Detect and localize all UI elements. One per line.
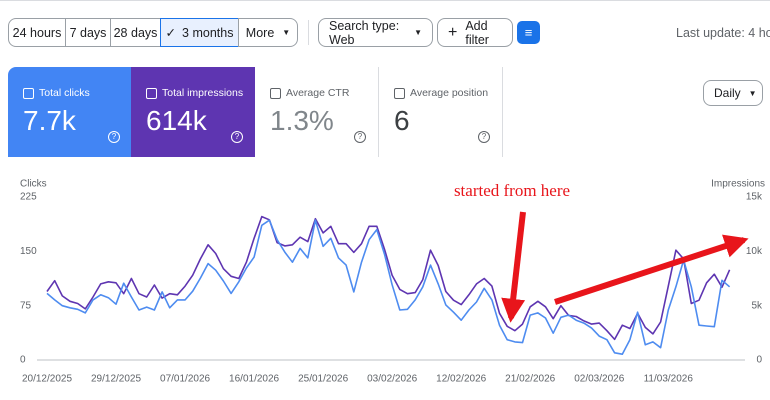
more-label: More	[245, 25, 275, 40]
caret: ▼	[414, 28, 422, 37]
arrow	[554, 234, 749, 305]
metric-label: Total impressions	[162, 87, 244, 99]
caret: ▼	[748, 88, 757, 98]
y2-tick-label: 0	[756, 355, 762, 366]
metric-label: Average position	[410, 87, 489, 99]
add-filter[interactable]: + Add filter	[437, 18, 513, 47]
add-filter-label: Add filter	[465, 18, 489, 47]
range-button-selected[interactable]: ✓ 3 months	[160, 18, 239, 47]
help-icon: ?	[231, 131, 243, 143]
plot: 0 75 150 225 0 5k 10k 15k 20/12/2025 29/12/2025 07…	[20, 192, 763, 385]
x-tick-label: 02/03/2026	[574, 374, 624, 385]
x-tick-label: 16/01/2026	[229, 374, 279, 385]
y2-tick-label: 15k	[746, 192, 763, 203]
metric-value: 7.7k	[23, 105, 76, 136]
help-icon: ?	[354, 131, 366, 143]
caret: ▼	[282, 28, 291, 37]
y2-axis-title: Impressions	[711, 179, 765, 190]
y-tick-label: 0	[20, 355, 26, 366]
series-line	[46, 219, 731, 355]
x-tick-label: 07/01/2026	[160, 374, 210, 385]
y-axis-title: Clicks	[20, 179, 47, 190]
check-icon: ✓	[165, 26, 177, 40]
checkbox	[394, 87, 405, 99]
separator	[308, 20, 309, 45]
arrow	[501, 211, 526, 323]
granularity[interactable]: Daily ▼	[703, 80, 763, 106]
filter-icon[interactable]: ≡	[517, 21, 540, 44]
x-tick-label: 12/02/2026	[436, 374, 486, 385]
annotation: started from here	[454, 181, 570, 200]
x-tick-label: 03/02/2026	[367, 374, 417, 385]
metric-card[interactable]: Total clicks 7.7k?	[8, 67, 132, 157]
help-icon: ?	[478, 131, 490, 143]
y2-tick-label: 10k	[746, 246, 763, 257]
search-type[interactable]: Search type: Web ▼	[318, 18, 433, 47]
metric-card[interactable]: Average position 6?	[379, 67, 503, 157]
plus-icon: +	[448, 23, 458, 41]
granularity-label: Daily	[714, 86, 741, 100]
search-type-label: Search type: Web	[329, 18, 400, 47]
x-tick-label: 29/12/2025	[91, 374, 141, 385]
metric-value: 614k	[146, 105, 207, 136]
y2-tick-label: 5k	[751, 300, 763, 311]
range-label: 3 months	[182, 25, 234, 40]
metric-value: 1.3%	[270, 105, 334, 136]
y-tick-label: 75	[20, 300, 32, 311]
last-update: Last update: 4 hours a	[676, 26, 770, 40]
metric-value: 6	[394, 105, 410, 136]
x-tick-label: 21/02/2026	[505, 374, 555, 385]
metric-label: Average CTR	[286, 87, 350, 99]
checkbox	[270, 87, 281, 99]
checkbox	[146, 87, 157, 99]
checkbox	[23, 87, 34, 99]
metric-label: Total clicks	[39, 87, 90, 99]
x-tick-label: 20/12/2025	[22, 374, 72, 385]
top-rule	[0, 0, 770, 1]
x-tick-label: 25/01/2026	[298, 374, 348, 385]
metric-card[interactable]: Total impressions 614k?	[131, 67, 255, 157]
x-tick-label: 11/03/2026	[644, 374, 694, 385]
more-button[interactable]: More ▼	[238, 18, 298, 47]
metric-card[interactable]: Average CTR 1.3%?	[255, 67, 379, 157]
y-tick-label: 150	[20, 246, 37, 257]
help-icon: ?	[108, 131, 120, 143]
y-tick-label: 225	[20, 192, 37, 203]
